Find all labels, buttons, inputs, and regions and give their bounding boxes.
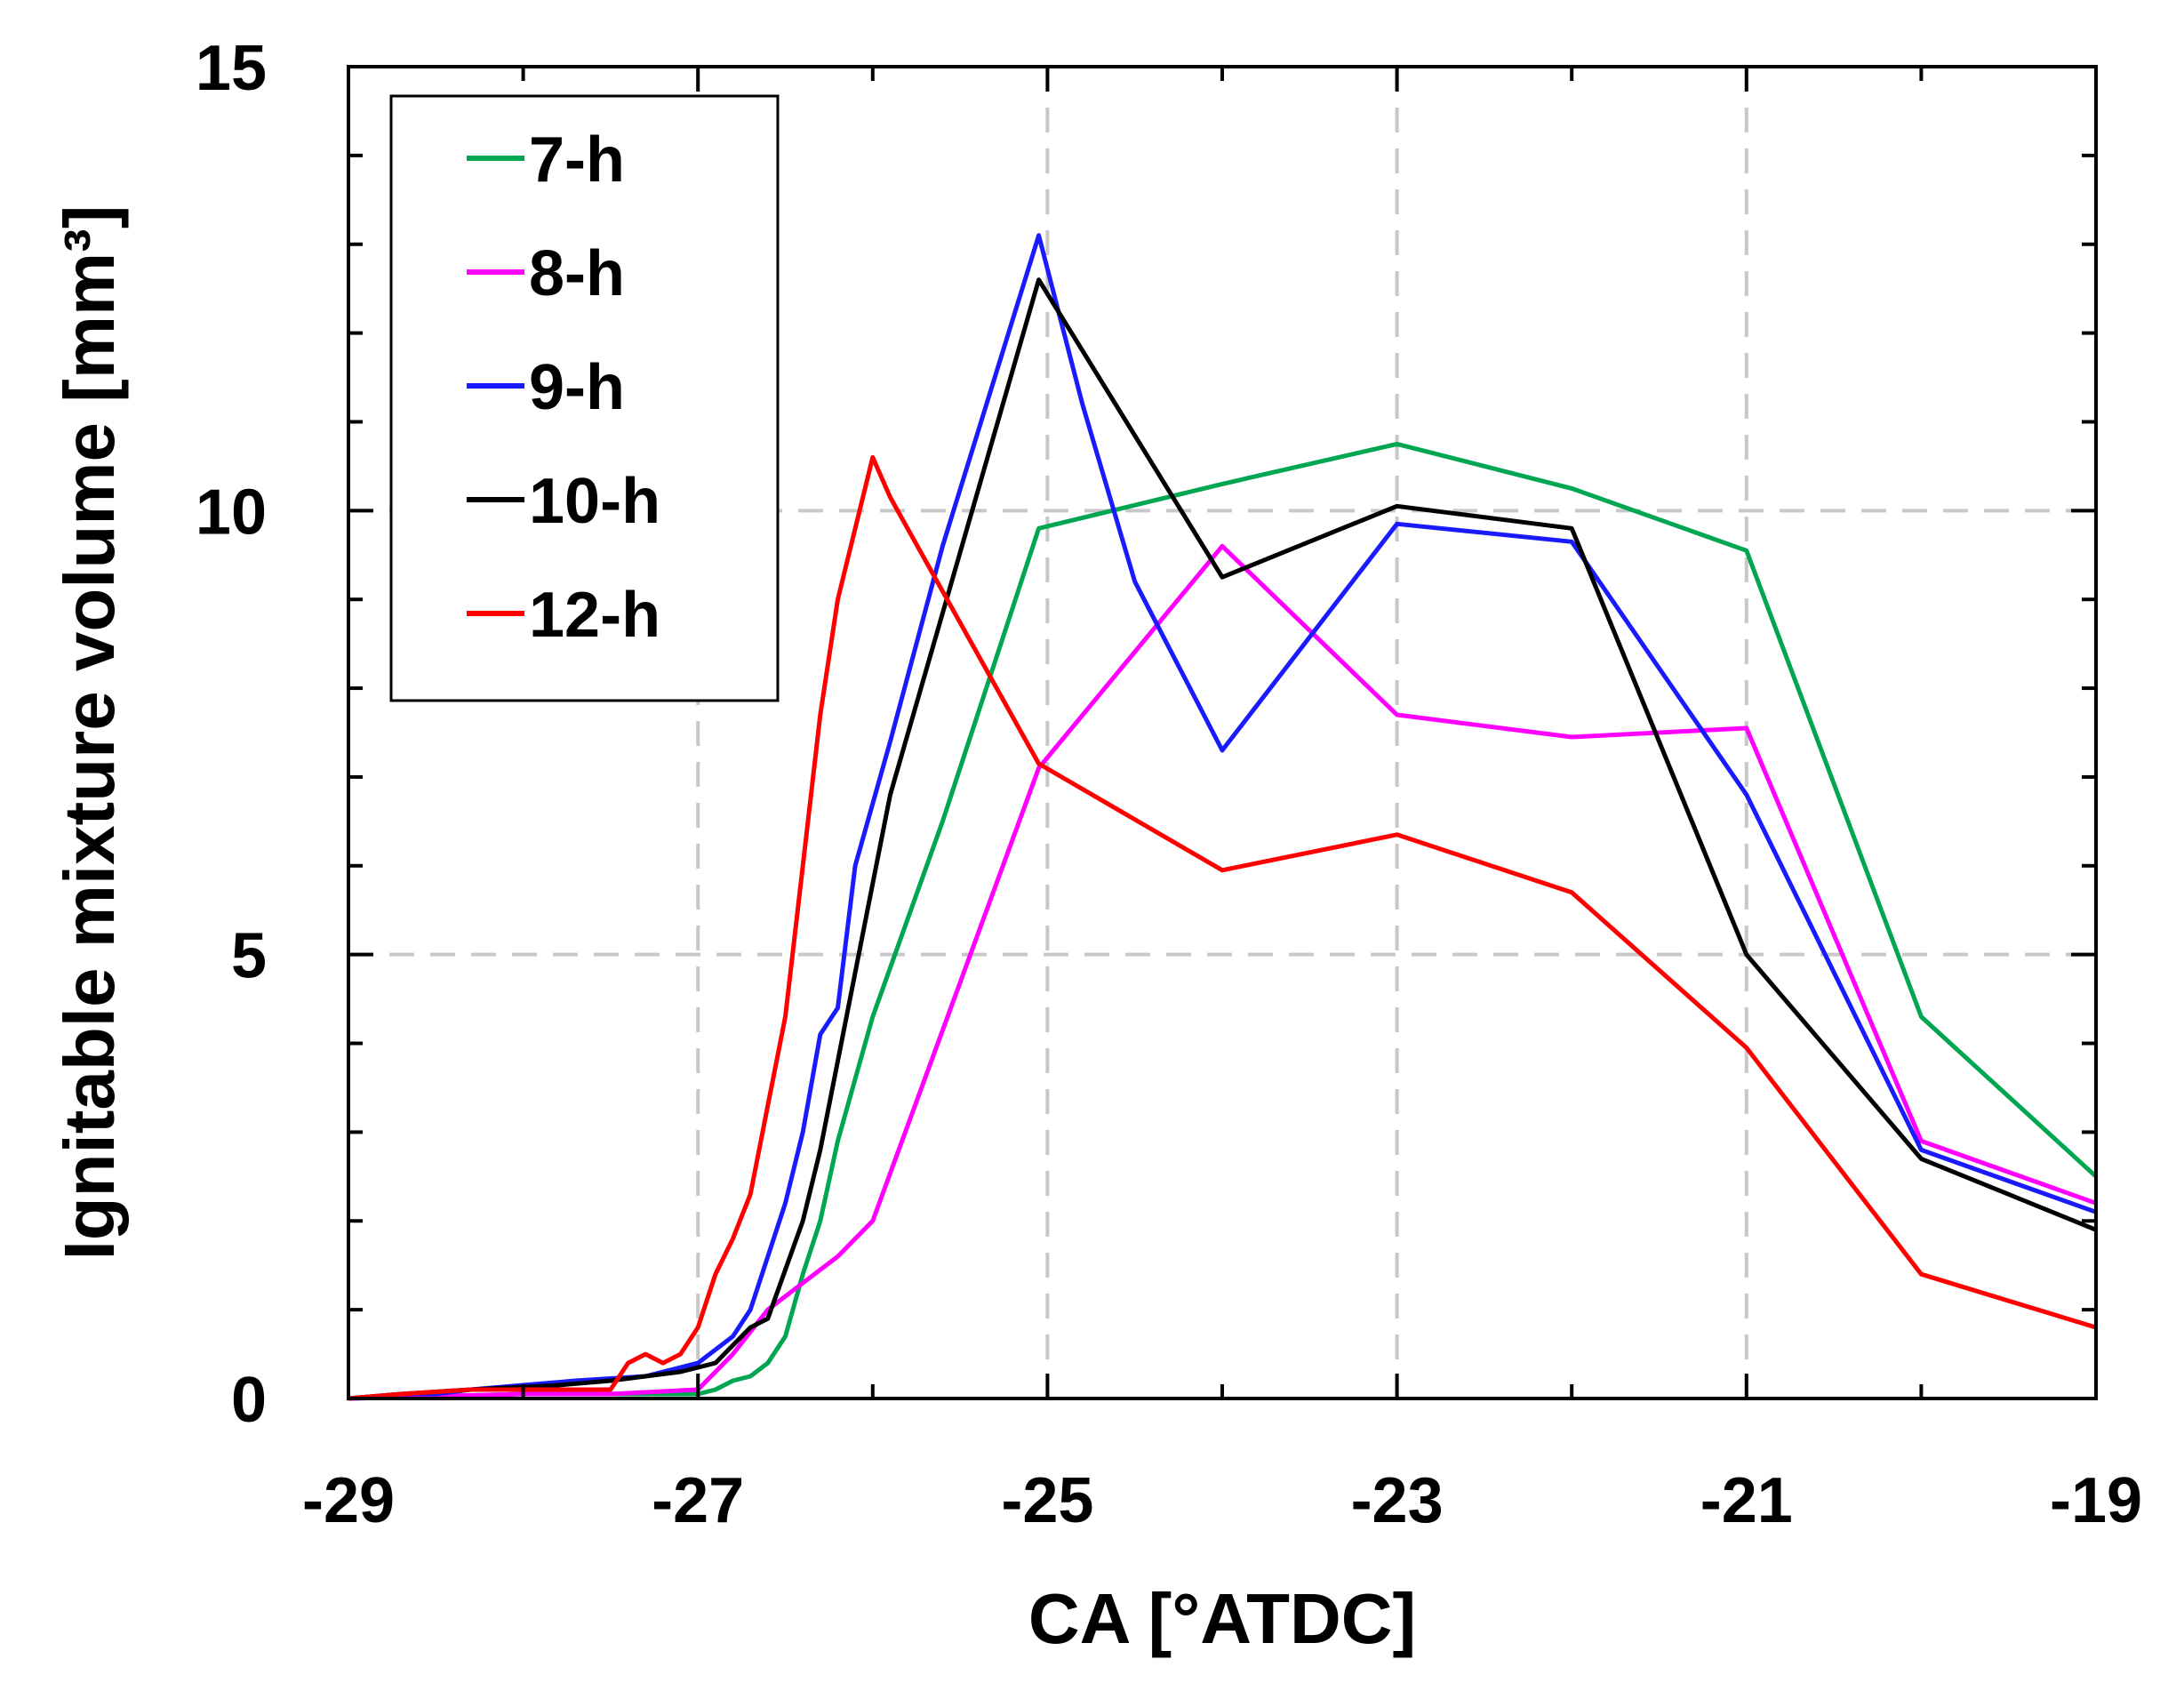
x-tick-labels: -29 -27 -25 -23 -21 -19 [302, 1465, 2142, 1536]
series-line-12-h [348, 454, 2097, 1401]
x-tick-label: -27 [652, 1465, 744, 1536]
axis-ticks [347, 65, 2098, 1400]
x-tick-label: -29 [302, 1465, 395, 1536]
series-line-8-h [348, 543, 2097, 1401]
series-line-10-h [348, 277, 2097, 1401]
y-tick-label: 5 [231, 921, 267, 992]
legend: 7-h 8-h 9-h 10-h 12-h [389, 94, 780, 702]
legend-label: 8-h [529, 238, 625, 309]
legend-box [389, 94, 780, 702]
legend-label: 7-h [529, 124, 625, 196]
x-tick-label: -19 [2050, 1465, 2142, 1536]
y-tick-label: 0 [231, 1365, 267, 1436]
series-line-7-h [348, 441, 2098, 1401]
x-tick-label: -21 [1700, 1465, 1793, 1536]
y-axis-title: Ignitable mixture volume [mm³] [50, 205, 129, 1261]
x-axis-title: CA [°ATDC] [1028, 1579, 1416, 1658]
x-tick-label: -23 [1351, 1465, 1444, 1536]
x-tick-label: -25 [1001, 1465, 1093, 1536]
y-tick-label: 15 [196, 33, 267, 104]
series-lines [348, 233, 2098, 1401]
legend-label: 9-h [529, 352, 625, 423]
y-tick-labels: 0 5 10 15 [196, 33, 267, 1436]
y-tick-label: 10 [196, 477, 267, 548]
legend-label: 12-h [529, 580, 660, 651]
legend-label: 10-h [529, 466, 660, 537]
